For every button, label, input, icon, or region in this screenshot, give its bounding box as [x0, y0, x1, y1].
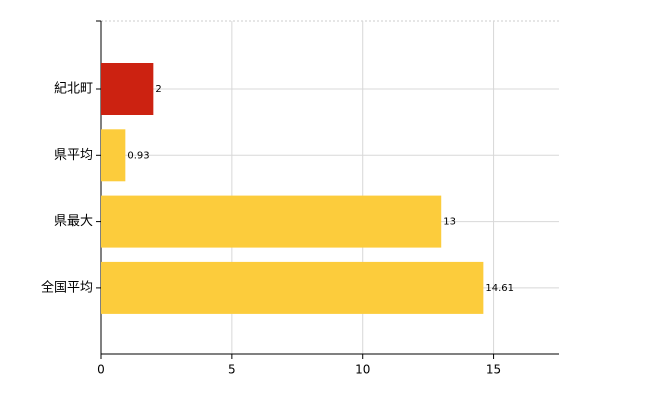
x-tick-label: 0: [97, 363, 105, 377]
x-tick-label: 15: [486, 363, 501, 377]
y-tick-label: 紀北町: [54, 82, 93, 97]
bar: [101, 195, 442, 248]
y-tick-label: 県最大: [54, 214, 93, 229]
bar: [101, 261, 484, 314]
x-tick-label: 5: [228, 363, 236, 377]
y-tick-label: 全国平均: [41, 279, 93, 295]
value-label: 2: [155, 84, 161, 95]
y-tick-label: 県平均: [54, 148, 93, 163]
value-label: 0.93: [127, 150, 149, 161]
value-label: 14.61: [485, 283, 514, 294]
value-label: 13: [443, 217, 456, 228]
bar: [101, 63, 154, 115]
x-tick-label: 10: [355, 363, 370, 377]
bar: [101, 129, 126, 182]
